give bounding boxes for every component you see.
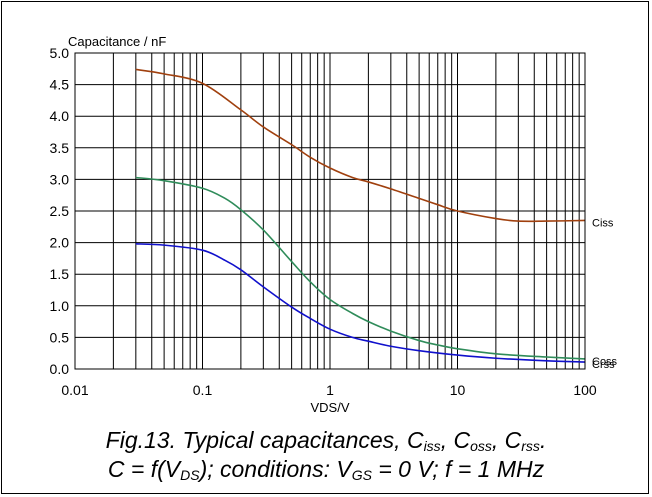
caption-text: . (539, 427, 547, 453)
x-tick-label: 1 (326, 382, 334, 398)
series-label-crss: Crss (592, 359, 615, 371)
series-line-ciss (135, 68, 586, 223)
figure-caption-line-2: C = f(VDS); conditions: VGS = 0 V; f = 1… (0, 455, 652, 483)
x-tick-label: 0.01 (61, 382, 88, 398)
figure-caption-line-1: Fig.13. Typical capacitances, Ciss, Coss… (0, 426, 652, 454)
y-axis-label: Capacitance / nF (68, 34, 166, 49)
x-tick-label: 10 (450, 382, 466, 398)
caption-subscript: rss (521, 438, 540, 454)
capacitance-chart: 0.0 0.5 1.0 1.5 2.0 2.5 3.0 3.5 4.0 4.5 5.0 0.01 0.1… (50, 34, 618, 415)
caption-subscript: iss (423, 438, 441, 454)
x-tick-label: 100 (573, 382, 597, 398)
y-tick-label: 4.5 (50, 77, 70, 93)
series-label-ciss: Ciss (592, 217, 614, 229)
y-tick-label: 3.0 (50, 171, 70, 187)
y-tick-label: 1.0 (50, 298, 70, 314)
caption-text: ); conditions: V (199, 456, 352, 482)
caption-text: , C (491, 427, 522, 453)
x-tick-label: 0.1 (193, 382, 213, 398)
caption-subscript: oss (470, 438, 492, 454)
series-label-coss: Coss (592, 356, 618, 368)
caption-text: Fig.13. Typical capacitances, C (105, 427, 424, 453)
y-tick-label: 0.0 (50, 361, 70, 377)
x-axis-label: VDS/V (310, 400, 349, 415)
y-tick-label: 3.5 (50, 140, 70, 156)
series-line-coss (135, 176, 586, 360)
caption-text: = 0 V; f = 1 MHz (371, 456, 545, 482)
y-tick-label: 5.0 (50, 45, 70, 61)
caption-text: , C (440, 427, 471, 453)
caption-text: C = f(V (107, 456, 181, 482)
y-tick-label: 1.5 (50, 266, 70, 282)
series-line-crss (135, 243, 586, 363)
y-tick-label: 2.5 (50, 203, 70, 219)
caption-subscript: GS (351, 467, 372, 483)
caption-subscript: DS (180, 467, 200, 483)
plot-area-border (74, 52, 586, 370)
y-tick-label: 4.0 (50, 108, 70, 124)
y-tick-label: 0.5 (50, 329, 70, 345)
y-tick-label: 2.0 (50, 235, 70, 251)
